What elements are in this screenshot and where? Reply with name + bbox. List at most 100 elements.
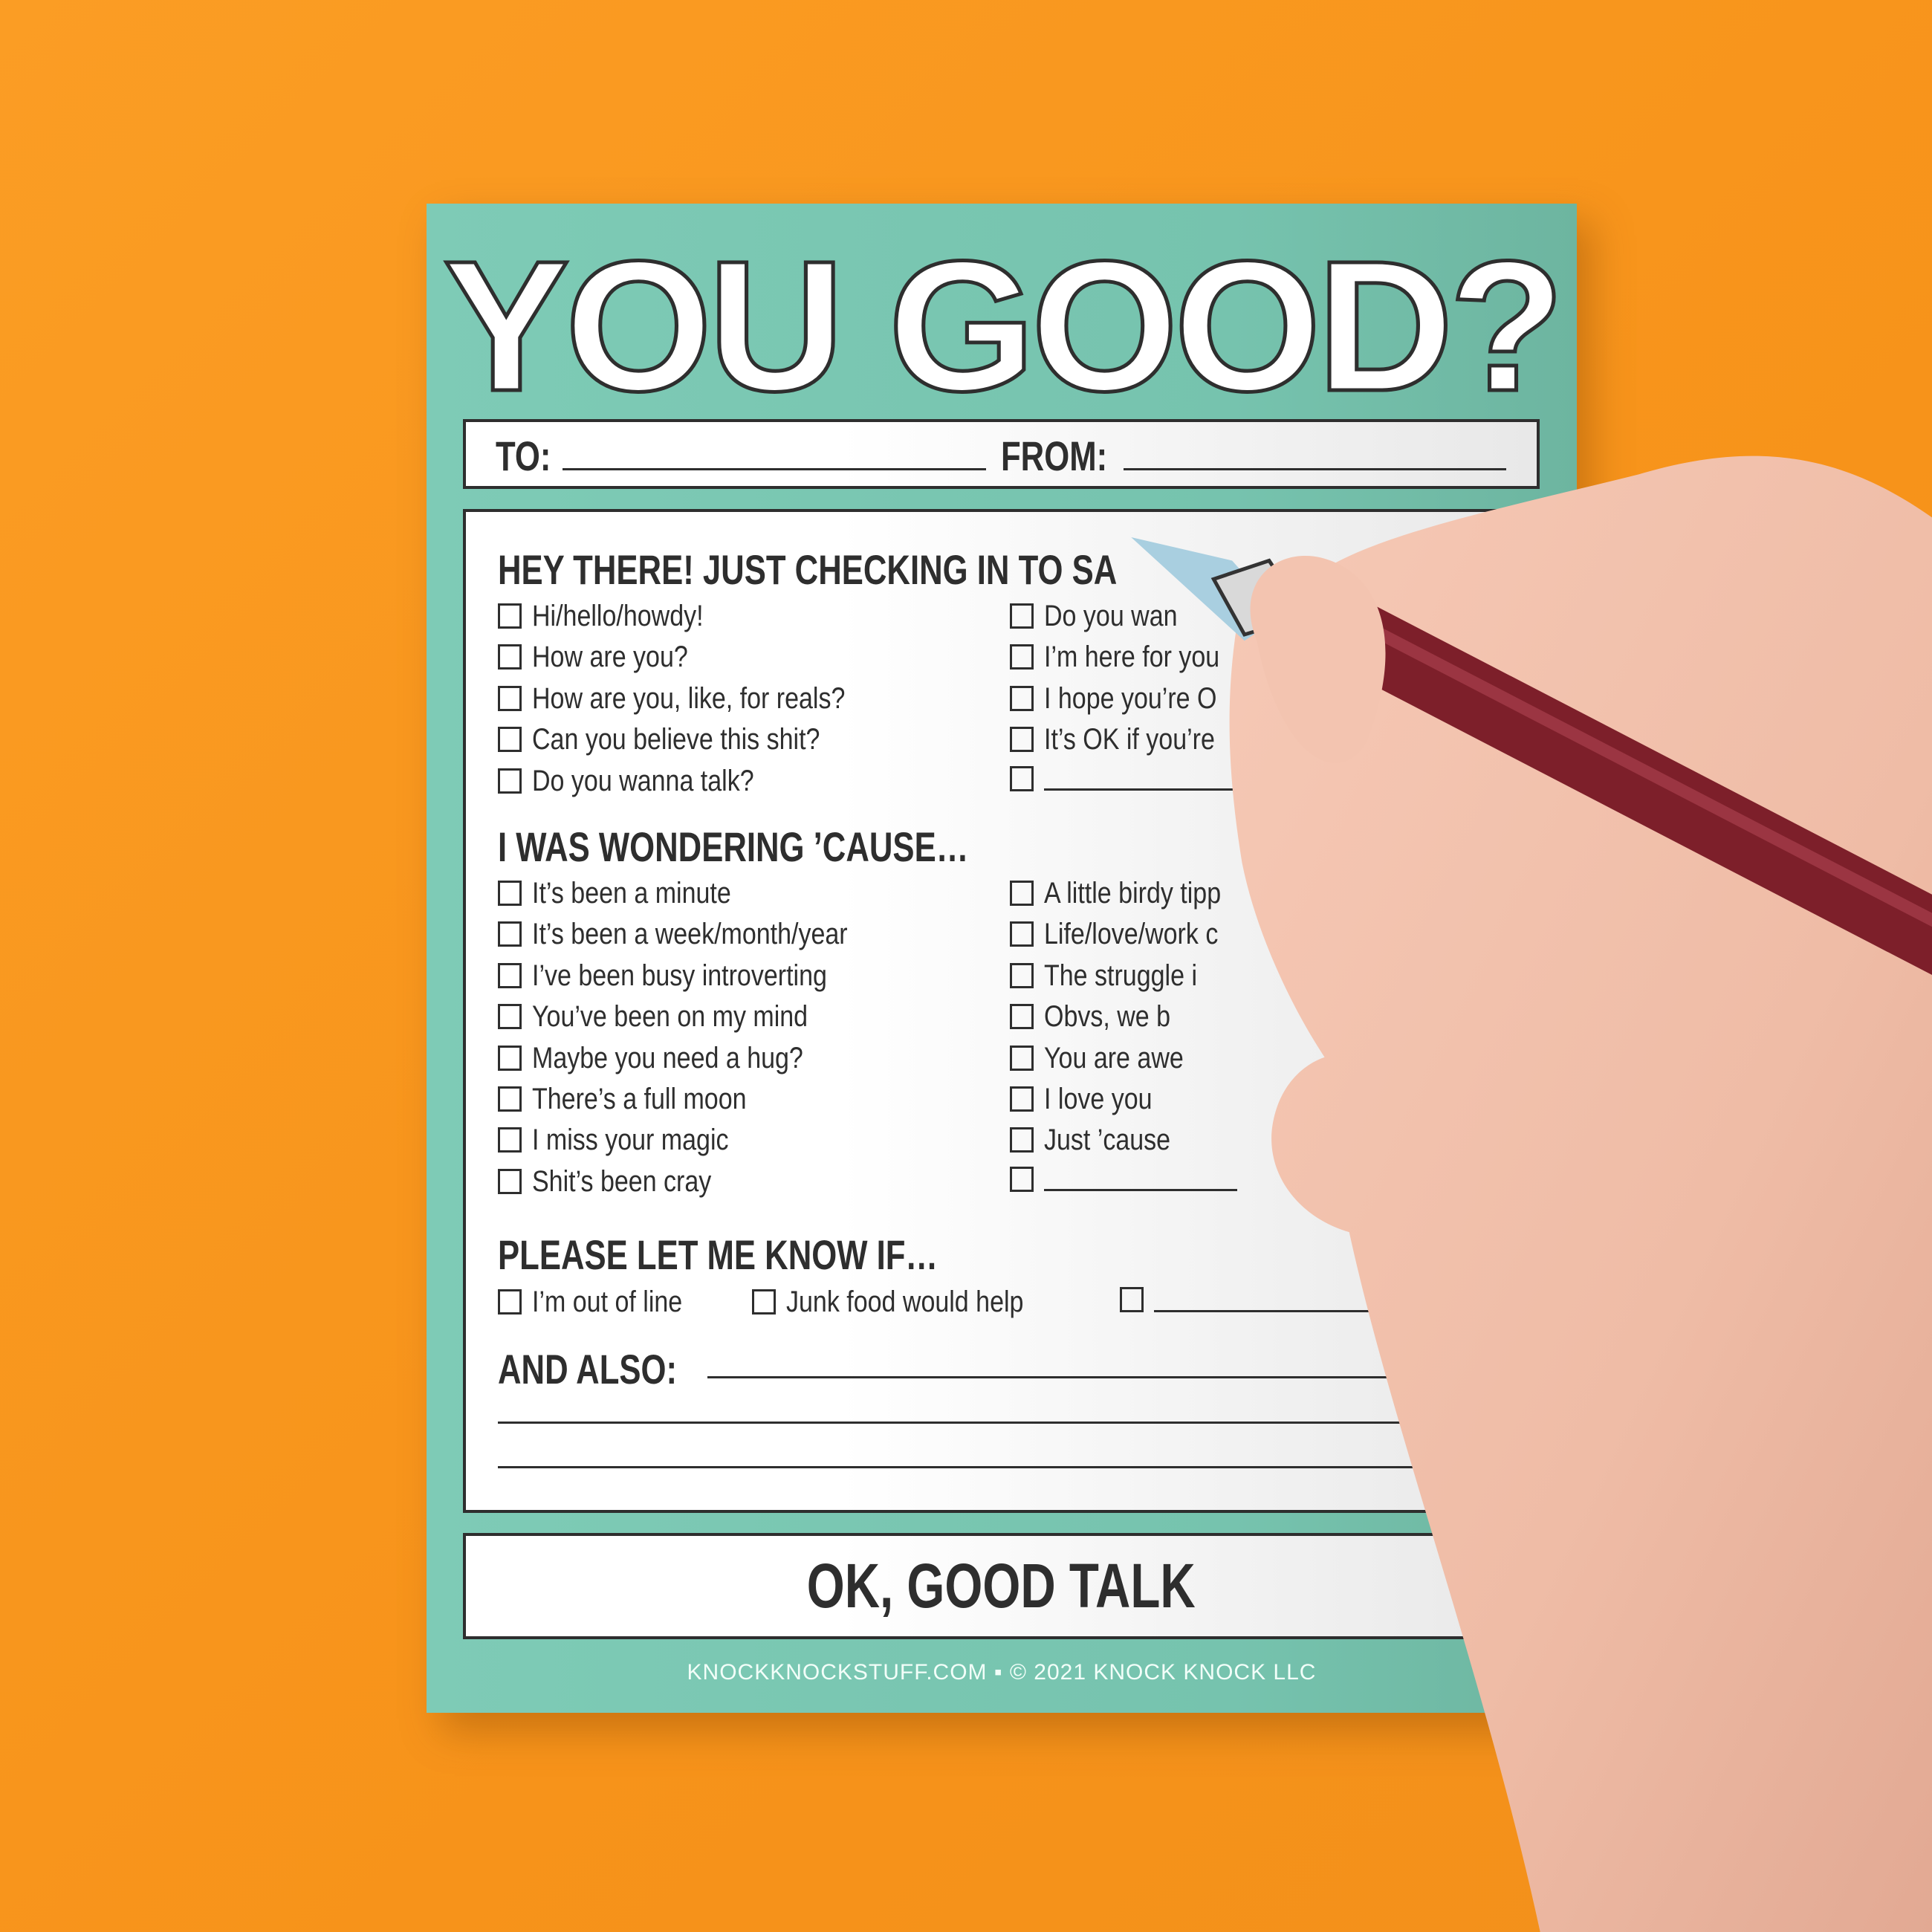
checkbox[interactable]	[498, 1127, 522, 1153]
checklist-item[interactable]: I love you	[1010, 1084, 1171, 1114]
checkbox[interactable]	[1010, 1166, 1034, 1192]
to-from-box: TO: FROM:	[463, 419, 1540, 489]
checkbox[interactable]	[498, 685, 522, 711]
checklist-item[interactable]: It’s been a week/month/year	[498, 919, 904, 949]
checkbox[interactable]	[1010, 603, 1034, 629]
checklist-item[interactable]: Just ’cause	[1010, 1125, 1193, 1155]
checkbox[interactable]	[1010, 685, 1034, 711]
checklist-item[interactable]: Shit’s been cray	[498, 1167, 743, 1196]
item-label: Life/love/work c	[1044, 918, 1219, 951]
thumb-shape	[1250, 556, 1386, 763]
checklist-item[interactable]: Hi/hello/howdy!	[498, 601, 733, 631]
checklist-item[interactable]: How are you, like, for reals?	[498, 684, 901, 713]
also-label: AND ALSO:	[498, 1346, 678, 1393]
checkbox[interactable]	[1120, 1287, 1144, 1312]
checkbox[interactable]	[1010, 962, 1034, 988]
also-line[interactable]	[498, 1466, 1464, 1468]
checkbox[interactable]	[498, 1086, 522, 1112]
checkbox[interactable]	[498, 1289, 522, 1315]
checkbox[interactable]	[498, 881, 522, 906]
checkbox[interactable]	[498, 921, 522, 947]
checkbox[interactable]	[498, 768, 522, 794]
checklist-item[interactable]: Do you wanna talk?	[498, 766, 793, 796]
item-label: I love you	[1044, 1083, 1153, 1115]
checkbox[interactable]	[498, 644, 522, 670]
checkbox[interactable]	[1010, 727, 1034, 753]
to-label: TO:	[496, 432, 551, 479]
item-label: There’s a full moon	[532, 1083, 747, 1115]
to-field[interactable]	[563, 468, 986, 470]
item-label: I miss your magic	[532, 1124, 729, 1157]
item-label: Shit’s been cray	[532, 1164, 712, 1198]
checkbox[interactable]	[498, 727, 522, 753]
closing-text: OK, GOOD TALK	[807, 1551, 1196, 1621]
checkbox[interactable]	[1010, 1045, 1034, 1071]
checklist-item[interactable]: I’m out of line	[498, 1287, 709, 1317]
checkbox[interactable]	[1010, 881, 1034, 906]
blank-line[interactable]	[1044, 766, 1237, 791]
checklist-item[interactable]: There’s a full moon	[498, 1084, 784, 1114]
checklist-item[interactable]: I’ve been busy introverting	[498, 961, 879, 991]
blank-line[interactable]	[1044, 1167, 1237, 1192]
checklist-item[interactable]: You’ve been on my mind	[498, 1002, 857, 1031]
item-label: You’ve been on my mind	[532, 1000, 808, 1034]
item-label: Do you wanna talk?	[532, 764, 754, 797]
section-heading: HEY THERE! JUST CHECKING IN TO SA	[498, 546, 1118, 593]
item-label: The struggle i	[1044, 959, 1197, 992]
checklist-item[interactable]: Can you believe this shit?	[498, 724, 871, 754]
also-line[interactable]	[498, 1422, 1464, 1424]
item-label: A little birdy tipp	[1044, 877, 1222, 910]
checklist-item[interactable]	[1010, 765, 1237, 791]
item-label: Junk food would help	[786, 1286, 1024, 1318]
item-label: How are you, like, for reals?	[532, 681, 846, 715]
closing-box: OK, GOOD TALK	[463, 1533, 1540, 1639]
checklist-item[interactable]: Do you wan	[1010, 601, 1201, 631]
checkbox[interactable]	[1010, 921, 1034, 947]
checklist-item[interactable]: Maybe you need a hug?	[498, 1043, 851, 1073]
checklist-item[interactable]: Junk food would help	[752, 1287, 1066, 1317]
item-label: Can you believe this shit?	[532, 723, 820, 756]
checklist-item[interactable]	[1120, 1287, 1377, 1312]
checkbox[interactable]	[752, 1289, 776, 1315]
item-label: It’s been a week/month/year	[532, 918, 848, 951]
checklist-item[interactable]: I hope you’re O	[1010, 684, 1248, 713]
also-line[interactable]	[707, 1376, 1450, 1378]
from-field[interactable]	[1124, 468, 1506, 470]
checklist-item[interactable]: You are awe	[1010, 1043, 1208, 1073]
checklist-item[interactable]: How are you?	[498, 642, 716, 672]
checklist-item[interactable]: It’s OK if you’re	[1010, 724, 1245, 754]
checkbox[interactable]	[1010, 1004, 1034, 1030]
checkbox[interactable]	[1010, 644, 1034, 670]
checkbox[interactable]	[498, 962, 522, 988]
checklist-item[interactable]: A little birdy tipp	[1010, 878, 1252, 908]
item-label: How are you?	[532, 641, 688, 674]
blank-line[interactable]	[1154, 1288, 1377, 1312]
item-label: Do you wan	[1044, 600, 1178, 632]
checklist-item[interactable]: The struggle i	[1010, 961, 1224, 991]
checklist-item[interactable]: I’m here for you	[1010, 642, 1251, 672]
item-label: Maybe you need a hug?	[532, 1041, 803, 1074]
section-heading: PLEASE LET ME KNOW IF…	[498, 1231, 939, 1278]
checklist-item[interactable]: Obvs, we b	[1010, 1002, 1193, 1031]
checkbox[interactable]	[498, 603, 522, 629]
checkbox[interactable]	[1010, 765, 1034, 791]
checkbox[interactable]	[498, 1045, 522, 1071]
checklist-item[interactable]: Life/love/work c	[1010, 919, 1249, 949]
checkbox[interactable]	[498, 1004, 522, 1030]
item-label: Hi/hello/howdy!	[532, 600, 704, 632]
item-label: It’s been a minute	[532, 877, 731, 910]
item-label: I’ve been busy introverting	[532, 959, 827, 992]
item-label: I’m out of line	[532, 1286, 683, 1318]
checklist-item[interactable]	[1010, 1166, 1237, 1192]
checklist-item[interactable]: I miss your magic	[498, 1125, 763, 1155]
checklist-item[interactable]: It’s been a minute	[498, 878, 766, 908]
checkbox[interactable]	[1010, 1127, 1034, 1153]
checkbox[interactable]	[1010, 1086, 1034, 1112]
footer-text: KNOCKKNOCKSTUFF.COM ▪ © 2021 KNOCK KNOCK…	[687, 1660, 1317, 1685]
item-label: It’s OK if you’re	[1044, 723, 1215, 756]
item-label: I’m here for you	[1044, 641, 1220, 674]
item-label: Just ’cause	[1044, 1124, 1171, 1157]
notepad-title: YOU GOOD?	[441, 222, 1567, 429]
checkbox[interactable]	[498, 1168, 522, 1194]
